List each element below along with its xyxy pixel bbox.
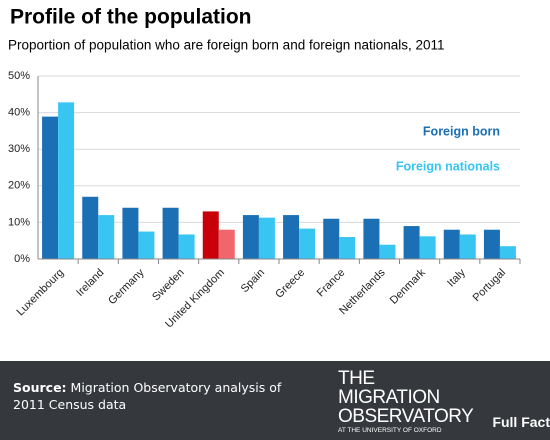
bar <box>283 215 300 259</box>
x-tick-label: Luxembourg <box>15 267 67 319</box>
x-tick-label: Portugal <box>471 267 508 304</box>
x-tick-label: Ireland <box>74 267 106 299</box>
bar <box>42 116 59 259</box>
chart: Profile of the population Proportion of … <box>8 6 521 331</box>
logo: THE MIGRATION OBSERVATORY AT THE UNIVERS… <box>338 368 474 435</box>
badge: Full Fact <box>492 414 550 430</box>
y-tick-label: 20% <box>8 180 30 192</box>
bar <box>58 102 75 260</box>
bar <box>162 207 179 259</box>
bar <box>178 234 195 259</box>
source-text: Migration Observatory analysis of 2011 C… <box>13 380 282 412</box>
logo-line: THE <box>338 368 375 389</box>
bar <box>379 244 396 259</box>
y-tick-label: 30% <box>8 143 30 155</box>
y-tick-label: 50% <box>8 70 30 82</box>
source: Source: Migration Observatory analysis o… <box>13 379 303 413</box>
bar <box>98 215 115 259</box>
x-tick-label: Greece <box>273 267 307 301</box>
logo-line: MIGRATION <box>338 387 440 408</box>
bar <box>459 234 476 259</box>
bar <box>419 236 436 259</box>
bar <box>499 246 516 259</box>
bar <box>138 231 155 259</box>
footer: Source: Migration Observatory analysis o… <box>0 361 550 440</box>
bar <box>483 229 500 259</box>
x-tick-label: Spain <box>239 267 267 295</box>
x-tick-label: Italy <box>445 266 468 289</box>
y-tick-label: 40% <box>8 107 30 119</box>
bar <box>363 218 380 259</box>
source-label: Source: <box>13 380 67 395</box>
chart-title: Profile of the population <box>10 6 251 29</box>
legend-entry: Foreign nationals <box>396 159 500 173</box>
x-tick-label: France <box>315 267 348 300</box>
bar <box>443 229 460 259</box>
chart-subtitle: Proportion of population who are foreign… <box>8 38 445 53</box>
bar <box>82 196 99 259</box>
bar <box>323 218 340 259</box>
bar <box>258 217 275 259</box>
x-tick-label: Sweden <box>150 267 187 304</box>
bar <box>299 228 316 259</box>
bar <box>218 229 235 259</box>
bar <box>403 226 420 259</box>
y-tick-label: 0% <box>14 253 30 265</box>
logo-sub: AT THE UNIVERSITY OF OXFORD <box>338 427 442 434</box>
bar <box>339 237 356 259</box>
bar <box>242 215 259 259</box>
x-tick-label: Denmark <box>388 266 428 306</box>
legend-entry: Foreign born <box>423 124 500 138</box>
x-tick-label: Germany <box>106 266 147 307</box>
logo-line: OBSERVATORY <box>338 406 474 427</box>
bar <box>122 207 139 259</box>
y-tick-label: 10% <box>8 216 30 228</box>
bar <box>202 211 219 259</box>
